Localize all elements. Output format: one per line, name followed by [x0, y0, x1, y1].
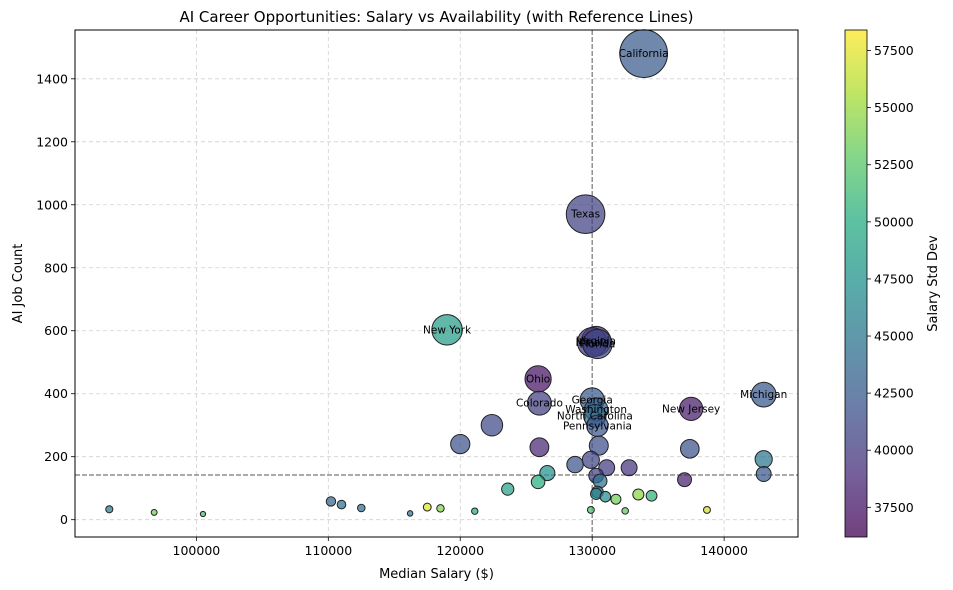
- data-point: [680, 439, 700, 459]
- y-tick-label: 800: [44, 260, 68, 275]
- point-label: Michigan: [740, 389, 787, 401]
- data-point: [406, 510, 414, 517]
- point-label: Ohio: [526, 373, 550, 385]
- y-tick-label: 0: [60, 512, 68, 527]
- data-point: [539, 465, 556, 482]
- data-point: [755, 466, 772, 482]
- point-label: Florida: [580, 338, 616, 350]
- data-point: [620, 459, 638, 477]
- colorbar-tick-label: 37500: [874, 500, 914, 515]
- x-tick-label: 110000: [304, 543, 352, 558]
- point-label: New Jersey: [662, 403, 720, 415]
- data-point: [645, 489, 658, 502]
- point-label: Virginia: [576, 336, 616, 348]
- data-point: [588, 435, 609, 456]
- point-label: California: [619, 48, 669, 60]
- point-labels: California Texas New York VirginiaFloridaIl…: [423, 48, 787, 432]
- data-point: [679, 396, 704, 421]
- data-point: [199, 510, 207, 518]
- data-point: [599, 490, 612, 503]
- data-point: [105, 505, 114, 514]
- reference-lines: [75, 30, 798, 537]
- y-tick-label: 400: [44, 386, 68, 401]
- data-point: [471, 507, 479, 515]
- data-point: [436, 504, 445, 513]
- colorbar-label: Salary Std Dev: [926, 235, 941, 332]
- data-point: [357, 503, 366, 513]
- x-tick-label: 100000: [173, 543, 221, 558]
- y-tick-label: 1200: [36, 134, 68, 149]
- x-tick-label: 140000: [700, 543, 748, 558]
- data-point: [150, 508, 158, 516]
- colorbar-tick-label: 52500: [874, 157, 914, 172]
- y-tick-label: 1000: [36, 197, 68, 212]
- x-axis-label: Median Salary ($): [379, 567, 494, 582]
- data-point: [325, 496, 337, 507]
- x-tick-label: 120000: [436, 543, 484, 558]
- y-tick-label: 200: [44, 449, 68, 464]
- data-point: [677, 472, 693, 488]
- data-point: [526, 390, 552, 416]
- colorbar: [844, 29, 868, 538]
- point-label: Illinois: [576, 337, 609, 349]
- colorbar-tick-label: 47500: [874, 271, 914, 286]
- point-label: North Carolina: [557, 410, 633, 422]
- point-label: Washington: [565, 404, 627, 416]
- data-point: [592, 473, 608, 489]
- data-point: [501, 482, 515, 496]
- colorbar-ticks: 37500 40000 42500 45000 47500 50000 52500 55000…: [867, 43, 914, 515]
- point-label: New York: [423, 324, 472, 336]
- data-point: [566, 455, 584, 474]
- colorbar-tick-label: 45000: [874, 329, 914, 344]
- colorbar-tick-label: 42500: [874, 386, 914, 401]
- data-point: [529, 437, 550, 458]
- data-point: [703, 505, 711, 514]
- point-label: Georgia: [572, 395, 613, 407]
- colorbar-tick-label: 40000: [874, 443, 914, 458]
- data-point: [621, 507, 629, 515]
- data-point: [336, 499, 347, 510]
- data-point: [565, 194, 606, 235]
- point-label: Pennsylvania: [563, 420, 632, 432]
- data-points: [105, 29, 777, 518]
- x-tick-label: 130000: [568, 543, 616, 558]
- grid: [75, 30, 798, 537]
- y-tick-label: 600: [44, 323, 68, 338]
- data-point: [582, 328, 613, 360]
- data-point: [450, 433, 471, 455]
- data-point: [581, 450, 600, 469]
- colorbar-tick-label: 55000: [874, 100, 914, 115]
- chart-title: AI Career Opportunities: Salary vs Avail…: [179, 8, 693, 26]
- data-point: [431, 314, 463, 346]
- colorbar-tick-label: 50000: [874, 214, 914, 229]
- data-point: [480, 413, 504, 437]
- plot-frame: [74, 29, 799, 538]
- data-point: [422, 502, 432, 512]
- colorbar-tick-label: 57500: [874, 43, 914, 58]
- data-point: [632, 488, 645, 501]
- data-point: [610, 493, 622, 505]
- point-label: Texas: [570, 209, 600, 221]
- data-point: [754, 450, 773, 469]
- data-point: [530, 474, 546, 490]
- y-axis-ticks: 0 200 400 600 800 1000 1200 1400: [36, 71, 75, 527]
- data-point: [586, 505, 595, 514]
- point-label: Colorado: [516, 398, 563, 410]
- x-axis-ticks: 100000 110000 120000 130000 140000: [173, 537, 748, 558]
- data-point: [750, 381, 777, 408]
- y-tick-label: 1400: [36, 71, 68, 86]
- y-axis-label: AI Job Count: [11, 244, 26, 324]
